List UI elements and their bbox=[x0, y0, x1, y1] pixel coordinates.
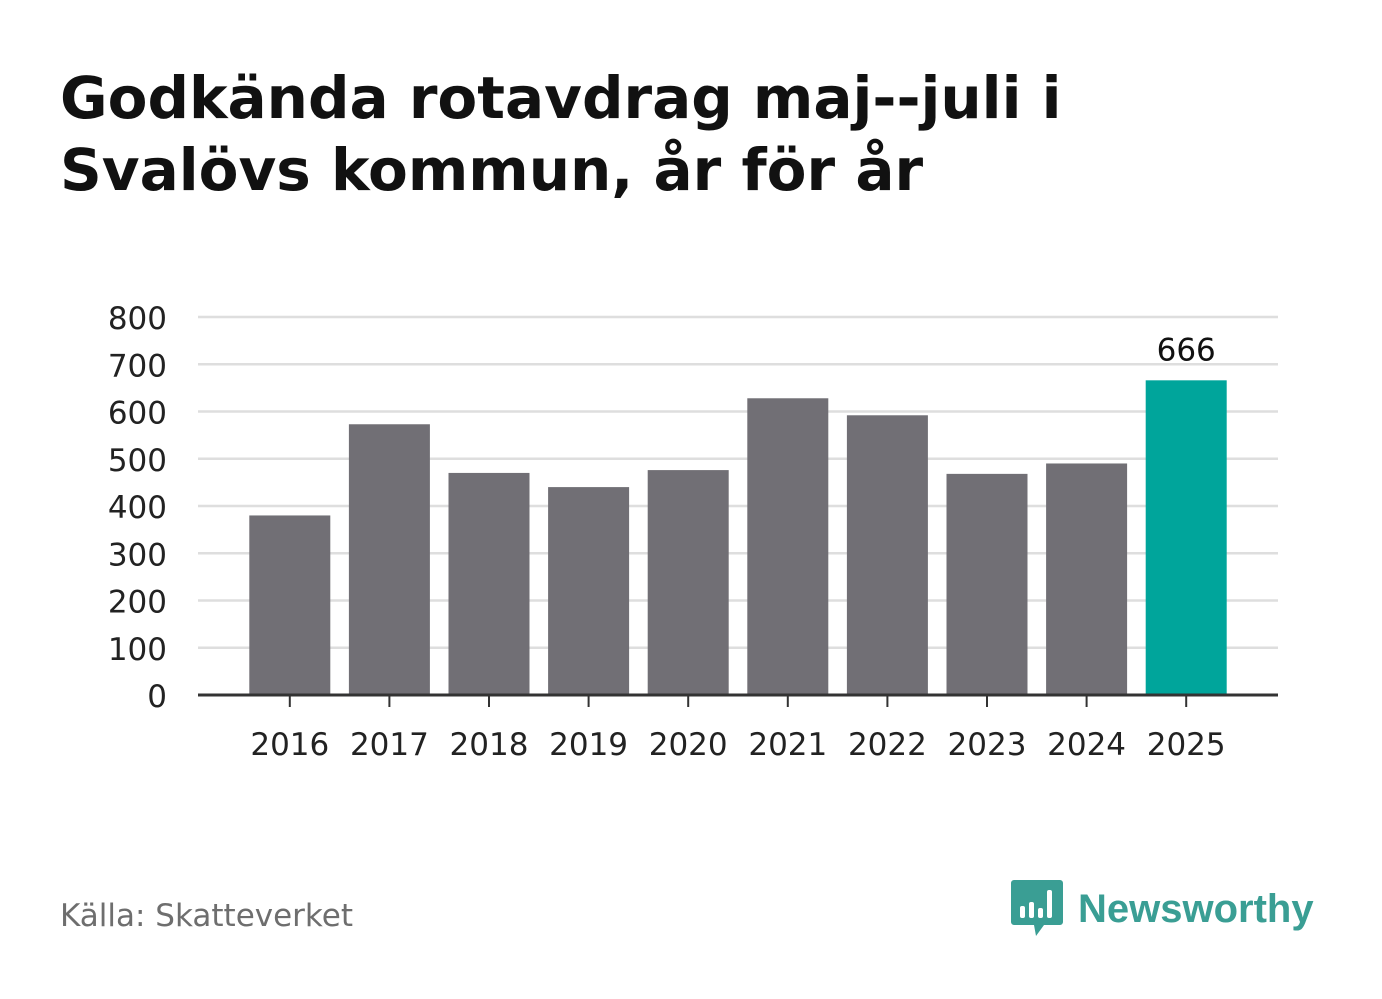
x-tick-label: 2025 bbox=[1147, 727, 1226, 763]
x-tick-label: 2023 bbox=[948, 727, 1027, 763]
data-labels: 666 bbox=[1157, 332, 1216, 368]
x-tick-label: 2019 bbox=[549, 727, 628, 763]
bar-2021 bbox=[747, 398, 829, 695]
bars bbox=[249, 380, 1227, 695]
y-tick-label: 800 bbox=[108, 301, 167, 337]
bar-2018 bbox=[448, 472, 530, 695]
bar-2016 bbox=[249, 515, 331, 695]
bar-2024 bbox=[1046, 463, 1128, 695]
y-tick-label: 200 bbox=[108, 585, 167, 621]
x-tick-label: 2016 bbox=[250, 727, 329, 763]
y-tick-label: 600 bbox=[108, 396, 167, 432]
y-tick-label: 100 bbox=[108, 632, 167, 668]
y-tick-label: 0 bbox=[147, 679, 167, 715]
source-note: Källa: Skatteverket bbox=[60, 898, 354, 934]
x-tick-label: 2018 bbox=[450, 727, 529, 763]
x-tick-labels: 2016 2017 2018 2019 2020 2021 2022 2023 2024 2025 bbox=[198, 693, 1278, 763]
y-tick-labels: 0 100 200 300 400 500 600 700 800 bbox=[108, 301, 167, 715]
bar-2025 bbox=[1145, 380, 1227, 695]
x-tick-label: 2021 bbox=[748, 727, 827, 763]
bar-2017 bbox=[348, 424, 430, 695]
y-tick-label: 500 bbox=[108, 443, 167, 479]
bar-chart-speech-bubble-icon bbox=[1011, 880, 1063, 936]
x-tick-label: 2017 bbox=[350, 727, 429, 763]
bar-2022 bbox=[846, 415, 928, 695]
x-tick-label: 2024 bbox=[1047, 727, 1126, 763]
bar-2023 bbox=[946, 473, 1028, 695]
bar-2020 bbox=[647, 470, 729, 695]
data-label-2025: 666 bbox=[1157, 332, 1216, 368]
y-tick-label: 700 bbox=[108, 348, 167, 384]
y-tick-label: 300 bbox=[108, 537, 167, 573]
x-tick-label: 2020 bbox=[649, 727, 728, 763]
brand-name: Newsworthy bbox=[1078, 886, 1314, 931]
bar-2019 bbox=[548, 487, 630, 695]
chart-title: Godkända rotavdrag maj--juli i Svalövs k… bbox=[60, 64, 1062, 204]
x-tick-label: 2022 bbox=[848, 727, 927, 763]
y-tick-label: 400 bbox=[108, 490, 167, 526]
newsworthy-logo[interactable]: Newsworthy bbox=[1010, 878, 1314, 940]
